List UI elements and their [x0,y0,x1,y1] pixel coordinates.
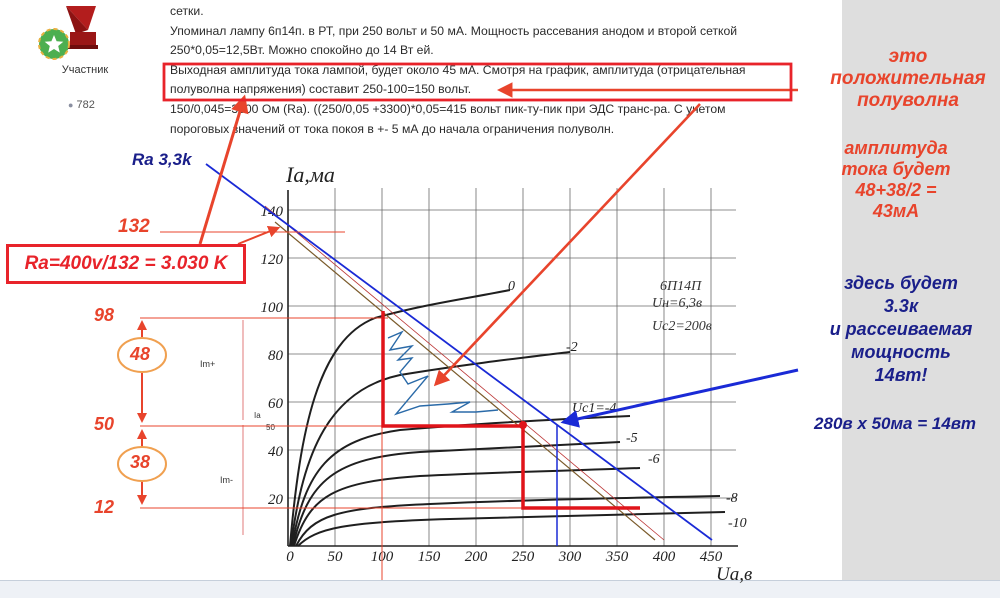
blue-load-line-3k3 [205,163,713,541]
curve-label: -2 [566,340,578,355]
x-axis-ticks: 0 50 100 150 200 250 300 350 400 450 [286,549,723,565]
label-48: 48 [130,344,151,364]
x-tick-label: 250 [512,549,535,565]
post-count-value: 782 [76,99,95,111]
ra-formula-box: Ra=400v/132 = 3.030 K [6,244,246,284]
label-50: 50 [94,414,115,434]
note-line: мощность [851,342,951,362]
post-line: 150/0,045=3300 Ом (Ra). ((250/0,05 +3300… [170,101,726,116]
label-132: 132 [118,216,150,237]
user-sidebar: Участник ● 782 [0,0,160,580]
uc2-label: Uc2=200в [652,319,712,334]
im-plus-label: Im+ [200,359,215,369]
curve-label: -8 [726,491,738,506]
x-tick-label: 450 [700,549,723,565]
x-tick-label: 200 [465,549,488,565]
note-line: полуволна [857,90,959,111]
x-tick-label: 50 [328,549,344,565]
label-98: 98 [94,305,115,325]
x-tick-label: 0 [286,549,294,565]
blue-scribble [387,330,499,416]
curve-uc1-minus8 [295,495,721,547]
note-line: 14вт! [874,365,928,385]
load-lines [140,163,713,580]
operating-point [519,421,527,429]
gramophone-avatar[interactable] [32,4,102,54]
note-line: 48+38/2 = [855,180,937,200]
note-line: и рассеиваемая [829,319,973,339]
amplitude-markers [236,320,292,535]
curve-uc1-minus4 [291,415,631,547]
note-line: тока будет [841,159,951,179]
post-line: Упоминал лампу 6п14п. в РТ, при 250 воль… [170,23,738,38]
ia-label: Ia [254,411,261,420]
arrow-to-scribble [433,103,701,387]
post-count[interactable]: ● 782 [68,99,95,111]
power-note: 280в х 50ма = 14вт [814,414,976,433]
note-line: амплитуда [844,138,948,158]
y-tick-label: 80 [268,348,284,364]
graph-axes [287,190,738,547]
tube-label: 6П14П [660,279,702,294]
post-highlight-box [162,62,793,102]
label-38: 38 [130,452,151,472]
y-tick-label: 20 [268,492,284,508]
note-line: здесь будет [844,273,958,293]
post-line: Выходная амплитуда тока лампой, будет ок… [170,62,746,77]
footer-bar [0,580,1000,598]
star-badge-icon [38,28,70,60]
label-12: 12 [94,497,115,517]
curve-uc1-minus6 [293,467,641,547]
brown-load-line [274,221,656,541]
y-tick-label: 100 [261,300,284,316]
positive-half-wave-note: это положительная полуволна [820,46,996,112]
amplitude-circle-38 [117,446,167,482]
curve-uc1-minus10 [297,511,726,547]
x-tick-label: 400 [653,549,676,565]
post-line: полуволна напряжения) составит 250-100=1… [170,82,472,97]
curve-label: -6 [648,452,660,467]
uh-label: Uн=6,3в [652,296,702,311]
note-line: 43мА [872,201,920,221]
load-note: здесь будет 3.3к и рассеиваемая мощность… [806,272,996,387]
post-line: 250*0,05=12,5Вт. Можно спокойно до 14 Вт… [170,43,434,58]
comment-icon: ● [68,100,74,110]
y-tick-label: 40 [268,444,284,460]
ra-blue-label: Ra 3,3k [132,150,192,169]
anode-curves [289,289,726,547]
y-tick-label: 60 [268,396,284,412]
x-axis-label: Ua,в [716,564,752,585]
y-axis-ticks: 20 40 60 80 100 120 140 [261,204,284,508]
post-line: пороговых значений от тока покоя в +- 5 … [170,121,615,136]
curve-label: 0 [508,279,515,294]
curve-label: -5 [626,431,638,446]
arrow-from-ra-formula [198,94,249,245]
post-body: сетки. Упоминал лампу 6п14п. в РТ, при 2… [170,2,785,139]
right-gray-panel [842,0,1000,580]
post-line: сетки. [170,4,204,18]
note-line: 3.3к [883,296,919,316]
amplitude-note: амплитуда тока будет 48+38/2 = 43мА [818,138,974,222]
x-tick-label: 150 [418,549,441,565]
curve-label: -10 [728,516,747,531]
x-tick-label: 300 [558,549,582,565]
y-tick-label: 120 [261,252,284,268]
thin-red-load-line [264,205,665,541]
note-line: это [888,46,928,67]
x-tick-label: 350 [605,549,629,565]
graph-grid [288,188,736,546]
note-line: положительная [830,68,986,89]
arrow-to-132-line [237,225,281,245]
curve-uc1-0 [289,289,511,547]
user-role: Участник [61,64,109,76]
curve-uc1-minus5 [292,441,621,547]
ia-value: 50 [266,423,275,432]
im-minus-label: Im- [220,475,233,485]
arrow-to-blue-intersection [560,368,799,428]
datasheet-label: 6П14П Uн=6,3в Uc2=200в [652,279,712,334]
y-axis-label: Ia,ма [285,162,335,187]
curve-uc1-minus2 [290,351,571,547]
amplitude-circle-48 [117,337,167,373]
